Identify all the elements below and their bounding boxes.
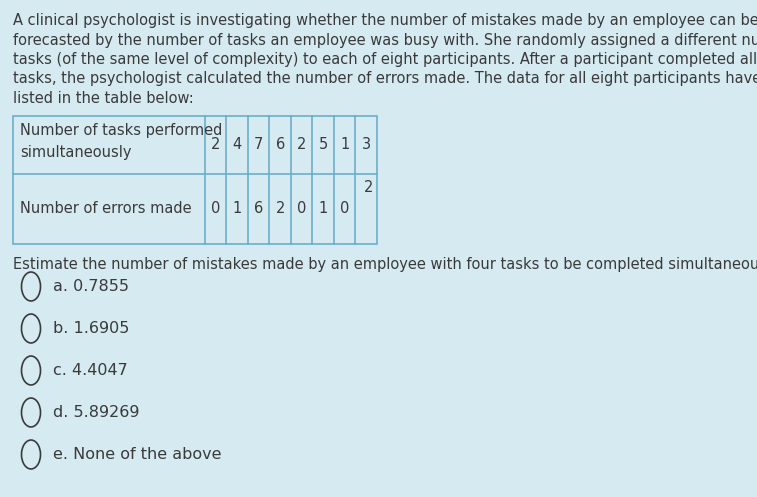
Text: 0: 0 bbox=[297, 201, 307, 216]
Text: 7: 7 bbox=[254, 137, 263, 152]
Text: b. 1.6905: b. 1.6905 bbox=[53, 321, 129, 336]
Text: 2: 2 bbox=[211, 137, 220, 152]
Text: tasks, the psychologist calculated the number of errors made. The data for all e: tasks, the psychologist calculated the n… bbox=[13, 72, 757, 86]
Text: 5: 5 bbox=[319, 137, 328, 152]
Text: Estimate the number of mistakes made by an employee with four tasks to be comple: Estimate the number of mistakes made by … bbox=[13, 256, 757, 271]
Text: 1: 1 bbox=[232, 201, 242, 216]
Text: 2: 2 bbox=[297, 137, 307, 152]
Text: 3: 3 bbox=[362, 137, 371, 152]
Text: c. 4.4047: c. 4.4047 bbox=[53, 363, 128, 378]
Text: e. None of the above: e. None of the above bbox=[53, 447, 222, 462]
Text: 1: 1 bbox=[319, 201, 328, 216]
Text: tasks (of the same level of complexity) to each of eight participants. After a p: tasks (of the same level of complexity) … bbox=[13, 52, 757, 67]
Text: listed in the table below:: listed in the table below: bbox=[13, 91, 194, 106]
Text: Number of errors made: Number of errors made bbox=[20, 201, 192, 216]
Text: A clinical psychologist is investigating whether the number of mistakes made by : A clinical psychologist is investigating… bbox=[13, 13, 757, 28]
Text: a. 0.7855: a. 0.7855 bbox=[53, 279, 129, 294]
Text: 2: 2 bbox=[276, 201, 285, 216]
Text: forecasted by the number of tasks an employee was busy with. She randomly assign: forecasted by the number of tasks an emp… bbox=[13, 32, 757, 48]
Text: 6: 6 bbox=[276, 137, 285, 152]
Text: 2: 2 bbox=[363, 180, 373, 195]
Text: 4: 4 bbox=[232, 137, 242, 152]
Text: Number of tasks performed: Number of tasks performed bbox=[20, 123, 223, 139]
Text: 0: 0 bbox=[211, 201, 220, 216]
Text: simultaneously: simultaneously bbox=[20, 145, 132, 160]
Text: 6: 6 bbox=[254, 201, 263, 216]
Text: 1: 1 bbox=[340, 137, 350, 152]
Text: d. 5.89269: d. 5.89269 bbox=[53, 405, 139, 420]
Text: 0: 0 bbox=[340, 201, 350, 216]
